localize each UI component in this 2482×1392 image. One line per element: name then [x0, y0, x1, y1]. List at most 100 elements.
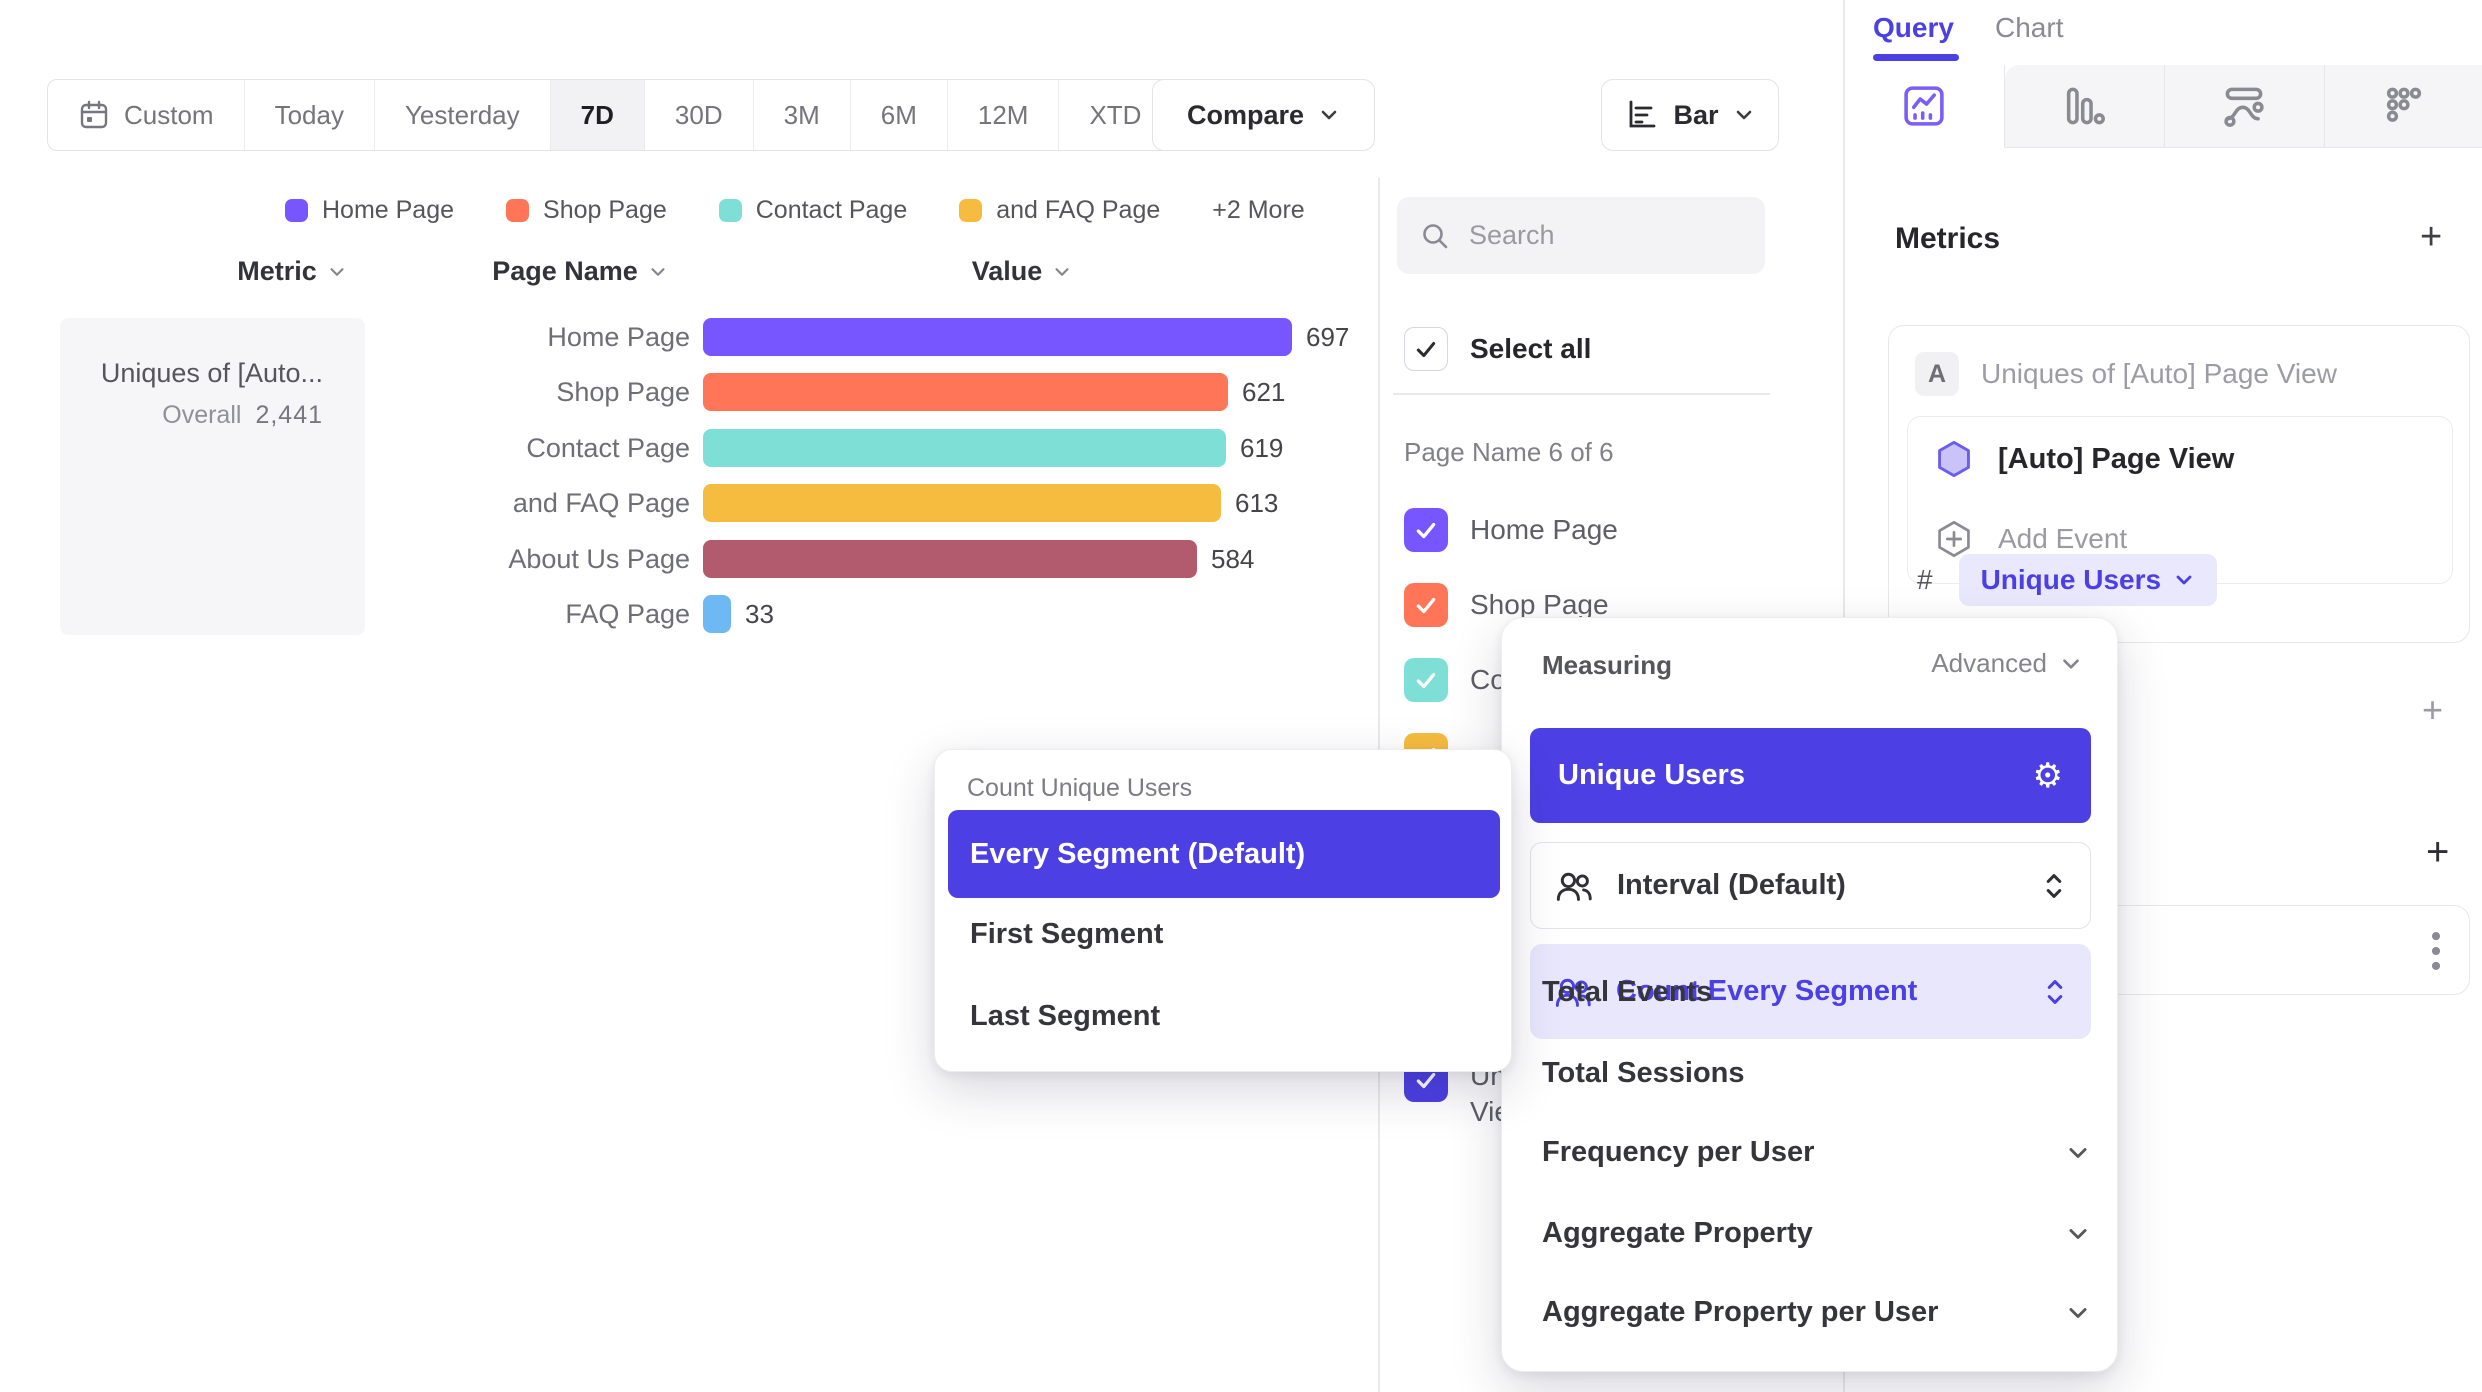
metric-card[interactable]: A Uniques of [Auto] Page View [Auto] Pag…	[1888, 325, 2470, 643]
tab-funnels[interactable]	[2004, 65, 2165, 148]
count-prefix: #	[1917, 564, 1933, 595]
date-range-today[interactable]: Today	[245, 80, 375, 150]
tab-chart[interactable]: Chart	[1995, 12, 2064, 43]
stepper-icon	[2046, 873, 2062, 898]
bar-home-page[interactable]	[703, 318, 1292, 356]
chart-legend: Home Page Shop Page Contact Page and FAQ…	[285, 196, 1305, 225]
date-range-3m[interactable]: 3M	[754, 80, 851, 150]
measurement-chip[interactable]: Unique Users	[1958, 554, 2218, 606]
table-row: and FAQ Page 613	[290, 483, 1278, 523]
segment-item-shop-page[interactable]: Shop Page	[1404, 583, 1609, 627]
compare-button[interactable]: Compare	[1152, 79, 1376, 151]
hexagon-icon	[1934, 439, 1974, 479]
tab-query[interactable]: Query	[1873, 12, 1954, 43]
metric-overall: Overall 2,441	[162, 401, 323, 429]
event-row[interactable]: [Auto] Page View	[1934, 439, 2234, 479]
table-row: About Us Page 584	[290, 539, 1254, 579]
event-box: [Auto] Page View Add Event	[1907, 416, 2453, 584]
date-range-yesterday[interactable]: Yesterday	[375, 80, 551, 150]
select-all-checkbox[interactable]	[1404, 327, 1448, 371]
metrics-heading: Metrics	[1895, 222, 2001, 255]
segment-group-label: Page Name 6 of 6	[1404, 437, 1614, 467]
tab-retention[interactable]	[2324, 65, 2482, 148]
flows-icon	[2221, 83, 2267, 129]
date-range-6m[interactable]: 6M	[851, 80, 948, 150]
bar-shop-page[interactable]	[703, 373, 1228, 411]
menu-item-unique-users-selected[interactable]: Unique Users ⚙	[1530, 728, 2091, 823]
people-icon	[1554, 976, 1592, 1008]
menu-item-aggregate-property[interactable]: Aggregate Property	[1542, 1217, 2091, 1250]
column-header-value[interactable]: Value	[952, 256, 1092, 287]
metric-letter-badge: A	[1915, 352, 1959, 396]
menu-item-total-sessions[interactable]: Total Sessions	[1542, 1057, 1745, 1089]
legend-swatch	[959, 199, 983, 222]
stepper-icon	[2047, 979, 2063, 1004]
advanced-toggle[interactable]: Advanced	[1931, 648, 2083, 679]
legend-swatch	[506, 199, 530, 222]
table-row: FAQ Page 33	[290, 594, 774, 634]
chevron-down-icon	[1318, 104, 1340, 126]
date-range-12m[interactable]: 12M	[948, 80, 1060, 150]
people-icon	[1555, 870, 1593, 902]
menu-item-total-events[interactable]: Total Events	[1542, 976, 1713, 1008]
tab-insights[interactable]	[1844, 65, 2005, 148]
chart-type-dropdown[interactable]: Bar	[1601, 79, 1779, 151]
menu-item-last-segment[interactable]: Last Segment	[970, 1000, 1161, 1032]
chevron-down-icon	[2069, 1307, 2087, 1318]
calendar-icon	[78, 99, 110, 131]
menu-item-first-segment[interactable]: First Segment	[970, 918, 1164, 950]
checkbox-checked[interactable]	[1404, 508, 1448, 552]
segment-item-home-page[interactable]: Home Page	[1404, 508, 1618, 552]
date-range-30d[interactable]: 30D	[645, 80, 754, 150]
chevron-down-icon	[2176, 575, 2192, 585]
metric-cell[interactable]: Uniques of [Auto... Overall 2,441	[60, 318, 365, 635]
legend-item[interactable]: Home Page	[285, 196, 454, 225]
date-range-custom[interactable]: Custom	[48, 80, 245, 150]
funnels-icon	[2061, 83, 2107, 129]
select-all-row[interactable]: Select all	[1404, 327, 1591, 371]
search-input[interactable]	[1469, 220, 1729, 251]
chevron-down-icon	[2069, 1228, 2087, 1239]
add-event-row[interactable]: Add Event	[1934, 519, 2127, 559]
checkbox-checked[interactable]	[1404, 658, 1448, 702]
tab-flows[interactable]	[2164, 65, 2325, 148]
chevron-down-icon	[1055, 267, 1069, 276]
menu-item-every-segment[interactable]: Every Segment (Default)	[948, 810, 1500, 898]
legend-item[interactable]: Shop Page	[506, 196, 667, 225]
date-range-7d[interactable]: 7D	[550, 80, 645, 150]
checkbox-checked[interactable]	[1404, 583, 1448, 627]
add-metric-button[interactable]: +	[2420, 216, 2443, 258]
column-header-page-name[interactable]: Page Name	[480, 256, 680, 287]
menu-item-frequency-per-user[interactable]: Frequency per User	[1542, 1136, 2091, 1169]
table-row: Home Page 697	[290, 317, 1349, 357]
column-header-metric[interactable]: Metric	[222, 256, 362, 287]
chevron-down-icon	[1733, 104, 1755, 126]
chevron-down-icon	[330, 267, 344, 276]
gear-icon[interactable]: ⚙	[2032, 755, 2063, 796]
add-breakdown-button[interactable]: +	[2426, 830, 2450, 874]
count-every-segment-selector[interactable]: Count Every Segment	[1530, 944, 2091, 1039]
table-row: Contact Page 619	[290, 428, 1283, 468]
legend-item[interactable]: Contact Page	[718, 196, 907, 225]
add-filter-button[interactable]: +	[2422, 689, 2444, 730]
chevron-down-icon	[2063, 658, 2079, 669]
legend-more[interactable]: +2 More	[1212, 196, 1305, 224]
count-menu-title: Count Unique Users	[967, 774, 1193, 802]
legend-item[interactable]: and FAQ Page	[959, 196, 1160, 225]
legend-swatch	[285, 199, 308, 222]
measuring-menu: Measuring Advanced Unique Users ⚙ Interv…	[1501, 617, 2118, 1372]
search-icon	[1419, 220, 1451, 252]
retention-icon	[2381, 83, 2427, 129]
search-input-wrap	[1397, 197, 1765, 274]
interval-selector[interactable]: Interval (Default)	[1530, 842, 2091, 929]
kebab-menu-icon[interactable]	[2429, 928, 2443, 974]
bar-contact-page[interactable]	[703, 429, 1226, 467]
bar-faq-page[interactable]	[703, 595, 731, 633]
menu-item-aggregate-property-per-user[interactable]: Aggregate Property per User	[1542, 1296, 2091, 1329]
legend-swatch	[718, 199, 742, 222]
view-type-tabs	[1844, 65, 2482, 148]
list-divider	[1393, 393, 1770, 395]
bar-and-faq-page[interactable]	[703, 484, 1221, 522]
date-range-xtd[interactable]: XTD	[1059, 80, 1203, 150]
bar-about-us-page[interactable]	[703, 540, 1197, 578]
